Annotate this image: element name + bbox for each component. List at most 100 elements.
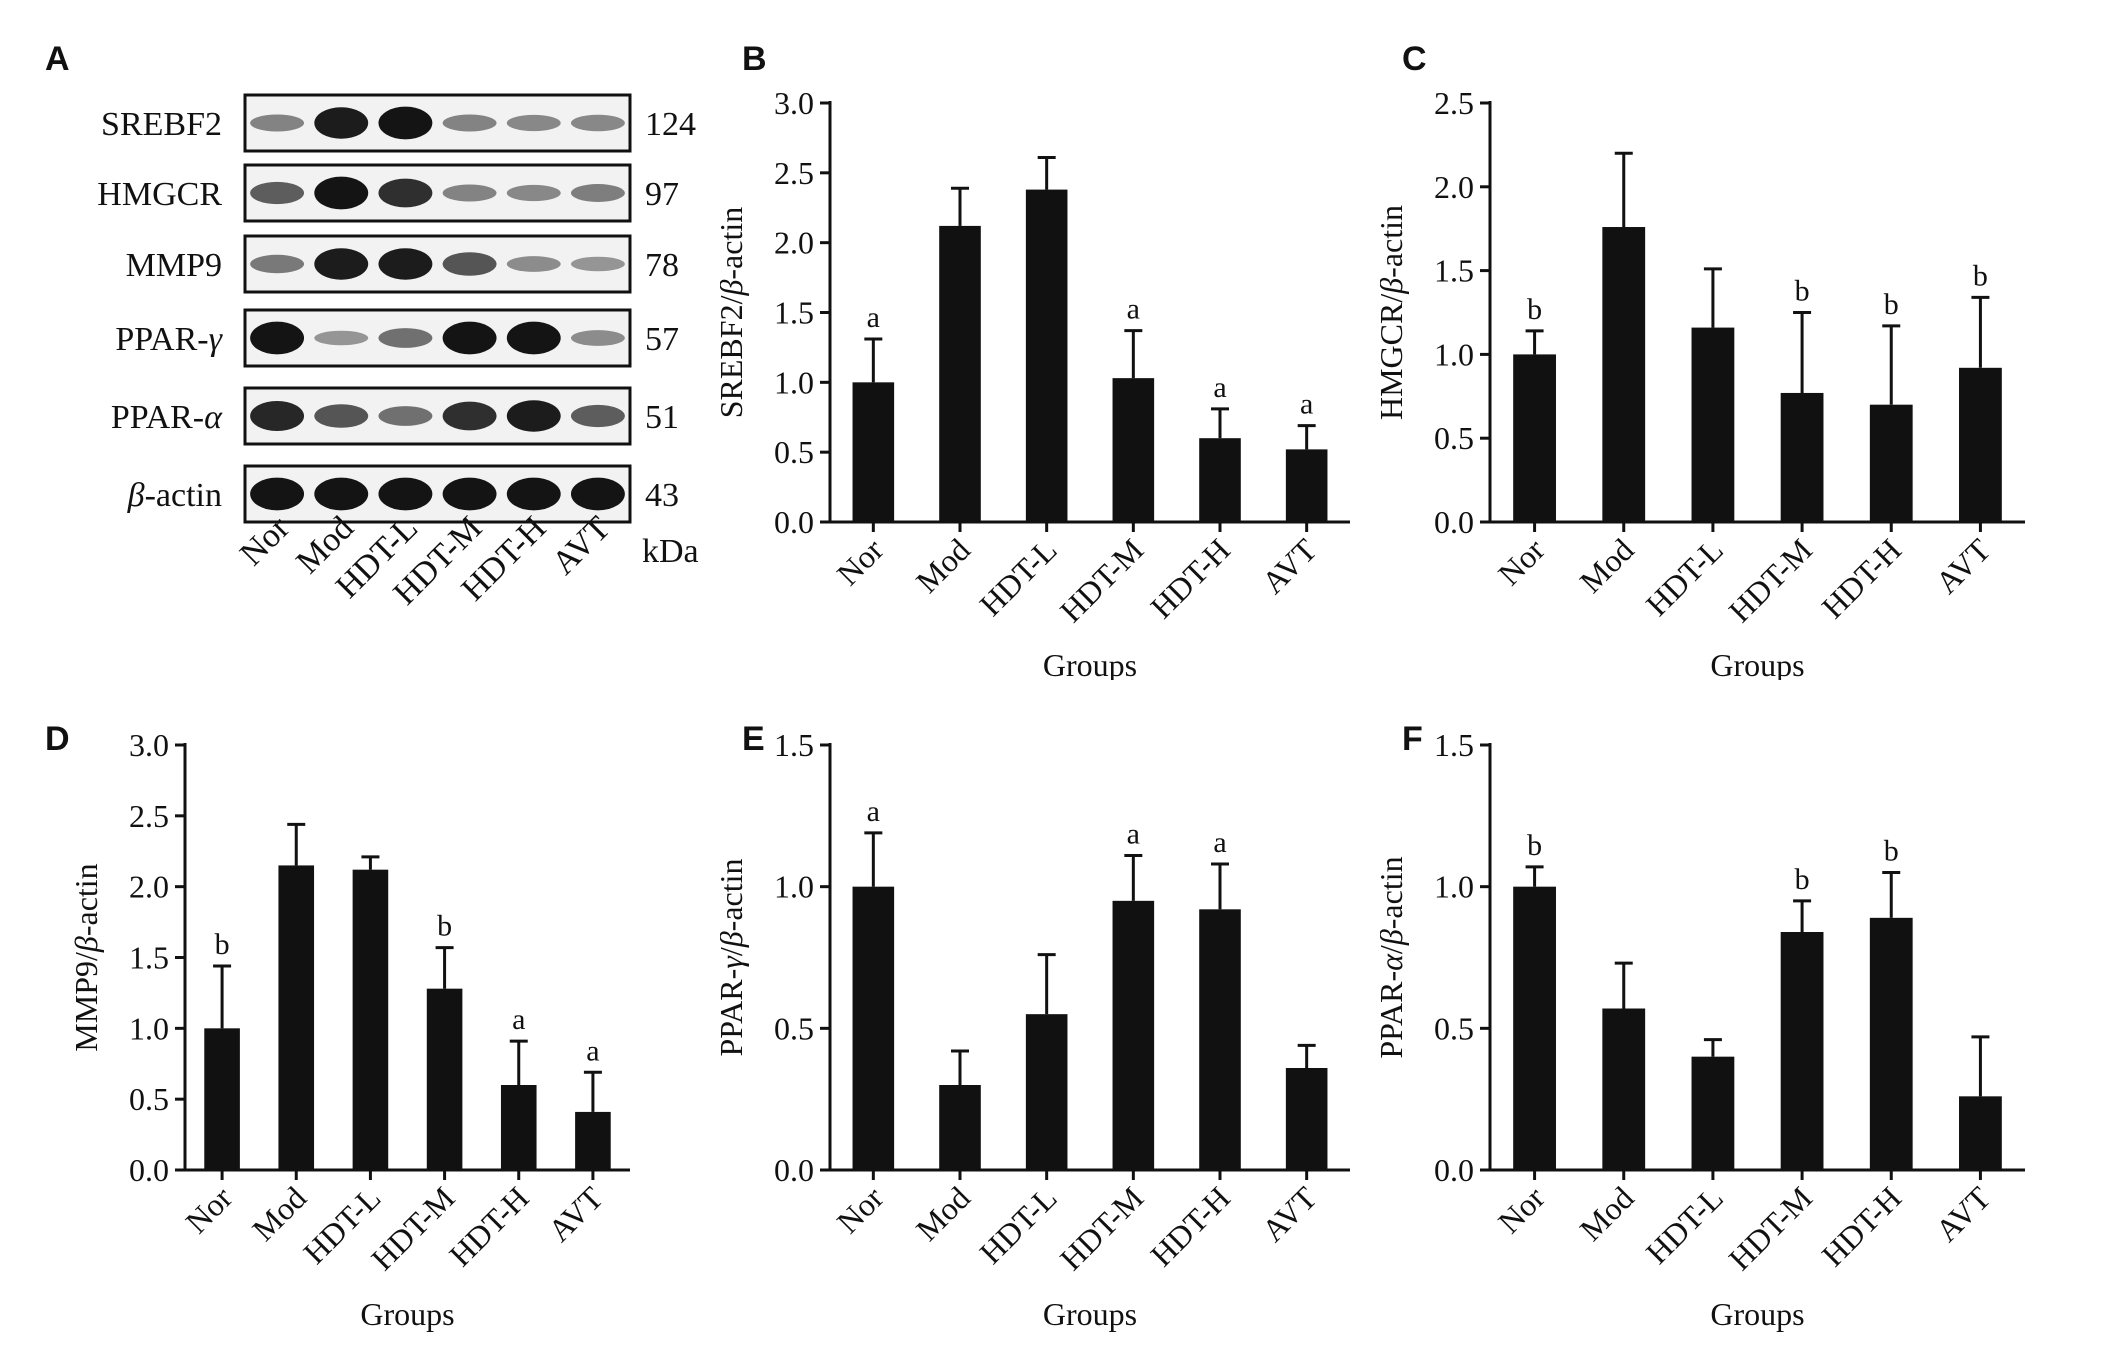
x-axis-title: Groups	[360, 1296, 454, 1332]
blot-row: SREBF2 124	[101, 93, 696, 153]
x-tick-label: HDT-H	[442, 1179, 536, 1273]
blot-band	[442, 114, 497, 132]
blot-band	[506, 256, 561, 272]
bar	[1869, 917, 1913, 1170]
blot-kda-value: 124	[645, 106, 696, 143]
blot-band	[250, 114, 305, 132]
blot-band	[314, 248, 369, 280]
blot-band	[442, 184, 497, 202]
significance-label: b	[1795, 275, 1810, 308]
y-tick-label: 2.0	[129, 869, 169, 905]
x-tick-label: HDT-H	[1814, 1179, 1908, 1273]
x-tick-label: HDT-L	[972, 1179, 1063, 1270]
blot-band	[250, 254, 305, 274]
y-tick-label: 1.5	[1434, 727, 1474, 763]
bar	[1780, 392, 1824, 522]
y-tick-label: 0.0	[129, 1152, 169, 1188]
x-tick-label: Mod	[909, 531, 977, 599]
bar	[204, 1028, 240, 1170]
blot-protein-label: MMP9	[126, 247, 222, 284]
blot-protein-label: PPAR-α	[111, 399, 223, 436]
y-tick-label: 3.0	[129, 727, 169, 763]
y-tick-label: 1.5	[129, 940, 169, 976]
blot-band	[506, 114, 561, 132]
bar	[1285, 1068, 1328, 1170]
x-tick-label: Nor	[1491, 1179, 1552, 1240]
bar	[1513, 354, 1556, 522]
blot-membrane	[243, 308, 632, 368]
blot-band	[314, 477, 369, 511]
blot-protein-label: HMGCR	[97, 176, 222, 213]
panel-f-chart: F 0.0 0.5 1.0 1.5 b Nor Mod HDT-L b HDT-M b HDT-H AV…	[1373, 660, 2100, 1344]
x-tick-label: Nor	[1491, 531, 1552, 592]
y-axis-title: MMP9/β-actin	[68, 863, 104, 1051]
blot-protein-label: β-actin	[127, 477, 222, 514]
blot-row: β-actin 43	[127, 464, 679, 524]
blot-band	[570, 256, 625, 272]
blot-band	[506, 477, 561, 511]
y-tick-label: 3.0	[774, 85, 814, 121]
y-tick-label: 2.5	[774, 155, 814, 191]
blot-band	[570, 114, 625, 132]
bar	[426, 988, 463, 1170]
x-tick-label: Mod	[1572, 1179, 1640, 1247]
panel-d-chart: D 0.0 0.5 1.0 1.5 2.0 2.5 3.0 b Nor Mod HDT-L b HDT-…	[0, 660, 720, 1344]
x-tick-label: HDT-L	[1639, 1179, 1730, 1270]
blot-band	[314, 107, 369, 139]
blot-membrane	[243, 386, 632, 446]
blot-band	[442, 401, 497, 431]
blot-kda-value: 43	[645, 477, 679, 514]
bar	[1691, 1056, 1735, 1170]
significance-label: b	[1795, 863, 1810, 896]
y-tick-label: 2.5	[1434, 85, 1474, 121]
blot-protein-label: PPAR-γ	[115, 321, 223, 358]
x-tick-label: HDT-L	[972, 531, 1063, 622]
significance-label: b	[1884, 288, 1899, 321]
y-tick-label: 0.0	[1434, 1152, 1474, 1188]
bar	[1112, 900, 1155, 1170]
panel-letter-d: D	[45, 720, 70, 758]
x-tick-label: HDT-H	[1143, 531, 1237, 625]
blot-kda-value: 51	[645, 399, 679, 436]
y-tick-label: 0.0	[1434, 504, 1474, 540]
blot-band	[250, 400, 305, 432]
blot-row: PPAR-α 51	[111, 386, 679, 446]
y-axis-title: SREBF2/β-actin	[720, 207, 749, 419]
significance-label: a	[1213, 371, 1226, 404]
bar	[852, 886, 895, 1170]
y-tick-label: 2.0	[1434, 169, 1474, 205]
y-tick-label: 1.0	[129, 1010, 169, 1046]
y-tick-label: 1.5	[1434, 253, 1474, 289]
blot-row: HMGCR 97	[97, 163, 679, 223]
blot-band	[570, 330, 625, 346]
blot-band	[378, 248, 433, 280]
x-tick-label: HDT-M	[1053, 1179, 1151, 1277]
x-tick-label: Mod	[1572, 531, 1640, 599]
blot-band	[506, 400, 561, 432]
bar	[1959, 1096, 2002, 1170]
blot-band	[378, 178, 433, 208]
bar	[939, 1085, 981, 1170]
blot-kda-value: 97	[645, 176, 679, 213]
y-tick-label: 0.5	[129, 1081, 169, 1117]
blot-band	[378, 328, 433, 348]
blot-protein-label: SREBF2	[101, 106, 222, 143]
blot-row: PPAR-γ 57	[115, 308, 679, 368]
x-tick-label: HDT-M	[1721, 531, 1819, 629]
panel-letter-e: E	[742, 720, 765, 758]
y-tick-label: 1.0	[774, 869, 814, 905]
blot-band	[570, 477, 625, 511]
y-axis-title: PPAR-α/β-actin	[1380, 856, 1409, 1058]
y-tick-label: 0.5	[1434, 420, 1474, 456]
significance-label: a	[1300, 388, 1313, 421]
bar	[939, 225, 981, 522]
y-axis-title: HMGCR/β-actin	[1380, 205, 1409, 420]
bar	[1602, 227, 1646, 523]
y-tick-label: 1.5	[774, 295, 814, 331]
blot-kda-value: 57	[645, 321, 679, 358]
x-tick-label: AVT	[1255, 531, 1324, 600]
significance-label: b	[1527, 829, 1542, 862]
y-tick-label: 0.0	[774, 1152, 814, 1188]
